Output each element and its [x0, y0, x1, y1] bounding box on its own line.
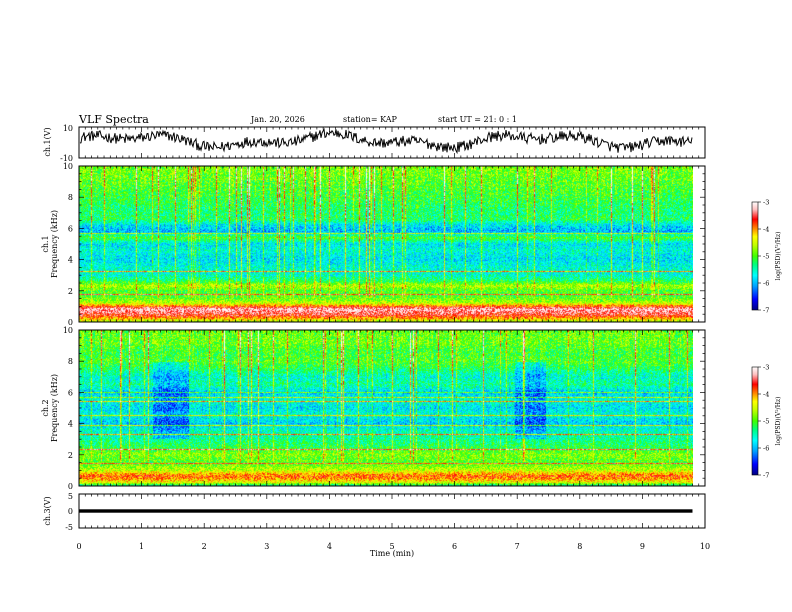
x-tick-label: 10 [700, 542, 710, 551]
colorbar-tick-label: -7 [763, 472, 769, 480]
ch1-colorbar: -3 -4 -5 -6 -7 log(PSD)(V²/Hz) [751, 199, 782, 315]
spec-y-tick-label: 0 [68, 318, 73, 327]
figure-title: VLF Spectra [78, 113, 149, 126]
ch2-spec-ylabel-line1: ch.2 [41, 399, 50, 416]
ch1-waveform-line [79, 127, 693, 155]
ch1-spec-yticks: 0 2 4 6 8 10 [63, 162, 705, 327]
ch3-waveform-band [79, 509, 693, 513]
x-tick-label: 0 [76, 542, 81, 551]
ch1-waveform-panel: 10 -10 ch.1(V) [43, 124, 706, 163]
ch1-colorbar-ticks: -3 -4 -5 -6 -7 [758, 199, 769, 315]
spec-y-tick-label: 8 [68, 193, 73, 202]
spec-y-tick-label: 4 [68, 420, 73, 429]
spec-y-tick-label: 4 [68, 256, 73, 265]
colorbar-tick-label: -6 [763, 445, 769, 453]
spec-y-tick-label: 6 [68, 388, 73, 397]
ch2-colorbar-ticks: -3 -4 -5 -6 -7 [758, 364, 769, 480]
start-ut-label: start UT = 21: 0 : 1 [438, 115, 517, 124]
ch1-spectrogram-image [79, 166, 693, 322]
x-tick-label: 8 [577, 542, 582, 551]
ch2-colorbar-bar [751, 366, 759, 476]
ch3-ytick-mid: 0 [68, 507, 73, 516]
ch2-colorbar-label: log(PSD)(V²/Hz) [775, 397, 782, 446]
ch1-colorbar-bar [751, 201, 759, 311]
ch3-ytick-bottom: -5 [65, 523, 73, 532]
ch1-spec-ylabel-line2: Frequency (kHz) [50, 210, 59, 278]
colorbar-tick-label: -5 [763, 253, 769, 261]
colorbar-tick-label: -3 [763, 364, 769, 372]
ch2-spec-xticks [78, 330, 706, 486]
ch1-spec-ylabel-line1: ch.1 [41, 235, 50, 252]
station-label: station= KAP [343, 115, 398, 124]
ch2-spectrogram-panel: 0 2 4 6 8 10 ch.2 Frequency (kHz) [41, 326, 706, 491]
ch3-xticks [78, 494, 706, 528]
ch1-ylabel: ch.1(V) [43, 127, 52, 156]
ch1-ytick-bottom: -10 [60, 154, 73, 163]
x-tick-label: 7 [515, 542, 520, 551]
ch1-spec-xticks [78, 166, 706, 322]
spec-y-tick-label: 2 [68, 287, 73, 296]
x-tick-label: 5 [389, 542, 394, 551]
x-axis-label: Time (min) [370, 549, 414, 558]
colorbar-tick-label: -6 [763, 280, 769, 288]
date-label: Jan. 20, 2026 [250, 115, 305, 124]
ch2-spec-yticks: 0 2 4 6 8 10 [63, 326, 705, 491]
ch2-colorbar: -3 -4 -5 -6 -7 log(PSD)(V²/Hz) [751, 364, 782, 480]
ch1-spectrogram-panel: 0 2 4 6 8 10 ch.1 Frequency (kHz) [41, 162, 706, 327]
spec-y-tick-label: 10 [63, 326, 73, 335]
colorbar-tick-label: -5 [763, 418, 769, 426]
ch3-ytick-top: 5 [68, 492, 73, 501]
x-tick-label: 4 [327, 542, 332, 551]
ch3-waveform-panel: 5 0 -5 ch.3(V) [43, 492, 706, 532]
spec-y-tick-label: 0 [68, 482, 73, 491]
colorbar-tick-label: -4 [763, 391, 769, 399]
x-tick-label: 6 [452, 542, 457, 551]
x-tick-label: 3 [264, 542, 269, 551]
ch3-ylabel: ch.3(V) [43, 496, 52, 525]
colorbar-tick-label: -7 [763, 307, 769, 315]
x-tick-label: 2 [202, 542, 207, 551]
x-tick-label: 1 [139, 542, 144, 551]
ch1-ytick-top: 10 [63, 124, 73, 133]
spec-y-tick-label: 8 [68, 357, 73, 366]
ch1-colorbar-label: log(PSD)(V²/Hz) [775, 232, 782, 281]
spec-y-tick-label: 6 [68, 224, 73, 233]
colorbar-tick-label: -4 [763, 226, 769, 234]
spec-y-tick-label: 10 [63, 162, 73, 171]
ch2-spec-ylabel-line2: Frequency (kHz) [50, 374, 59, 442]
x-tick-label: 9 [640, 542, 645, 551]
ch1-xticks [78, 127, 706, 158]
x-axis-tick-labels: 0 1 2 3 4 5 6 7 8 9 10 [76, 542, 710, 551]
ch2-spectrogram-image [79, 330, 693, 486]
colorbar-tick-label: -3 [763, 199, 769, 207]
spec-y-tick-label: 2 [68, 451, 73, 460]
